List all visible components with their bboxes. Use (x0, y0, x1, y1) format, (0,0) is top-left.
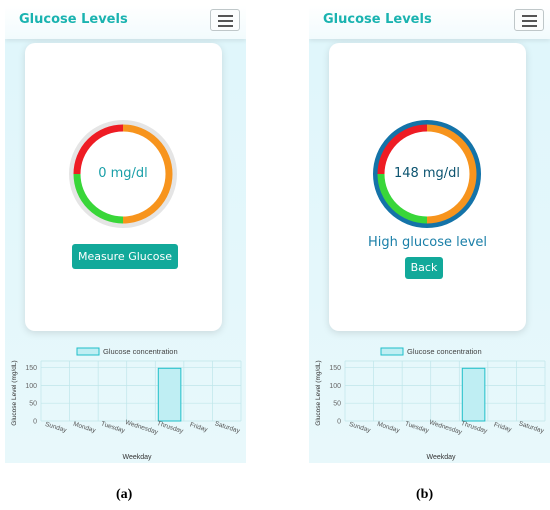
y-tick-label: 50 (333, 401, 341, 408)
measurement-card: 0 mg/dl Measure Glucose (25, 43, 222, 331)
gauge-ring-icon (69, 120, 177, 228)
menu-icon-bar (522, 20, 537, 22)
app-header: Glucose Levels (5, 5, 246, 39)
back-button[interactable]: Back (405, 257, 443, 279)
app-title: Glucose Levels (19, 12, 128, 27)
y-tick-label: 100 (25, 383, 37, 390)
figure-caption-b: (b) (416, 487, 434, 502)
x-tick-label: Sunday (44, 421, 68, 435)
y-tick-label: 0 (33, 419, 37, 426)
gauge-value: 0 mg/dl (98, 166, 148, 181)
x-tick-label: Saturday (214, 420, 242, 435)
legend-label: Glucose concentration (407, 347, 482, 356)
menu-icon-bar (218, 25, 233, 27)
y-tick-label: 0 (337, 419, 341, 426)
menu-icon-bar (522, 15, 537, 17)
x-tick-label: Friday (189, 421, 209, 433)
x-tick-label: Tuesday (100, 420, 126, 435)
legend-label: Glucose concentration (103, 347, 178, 356)
menu-icon-bar (522, 25, 537, 27)
x-axis-label: Weekday (122, 454, 152, 461)
glucose-bar-chart: Glucose concentration 0 50 100 150 Sunday Mond… (11, 347, 242, 461)
glucose-status-text: High glucose level (367, 235, 488, 250)
chart-bar (157, 367, 182, 422)
legend-swatch (76, 347, 100, 356)
app-screen-a: Glucose Levels 0 mg/dl Measure Glucose G… (5, 5, 246, 463)
y-axis-label: Glucose Level (mg/dL) (11, 360, 18, 425)
x-tick-label: Tuesday (404, 420, 430, 435)
glucose-chart: Glucose concentration 0 50 100 150 Sunday Mond… (309, 343, 550, 463)
x-tick-label: Wednesday (124, 419, 159, 436)
measure-glucose-button[interactable]: Measure Glucose (72, 244, 178, 269)
glucose-bar-chart: Glucose concentration 0 50 100 150 Sunday Mond… (315, 347, 546, 461)
gauge-ring-icon (373, 120, 481, 228)
x-tick-label: Monday (376, 421, 401, 435)
glucose-gauge: 0 mg/dl (69, 120, 177, 228)
figure-caption-a: (a) (116, 487, 133, 502)
hamburger-menu-button[interactable] (210, 9, 240, 31)
y-tick-label: 150 (329, 365, 341, 372)
hamburger-menu-button[interactable] (514, 9, 544, 31)
x-tick-label: Monday (72, 421, 97, 435)
x-tick-label: Thrusday (460, 420, 489, 435)
app-header: Glucose Levels (309, 5, 550, 39)
x-tick-label: Saturday (518, 420, 546, 435)
app-screen-b: Glucose Levels 148 mg/dl High glucose le… (309, 5, 550, 463)
measurement-card: 148 mg/dl High glucose level Back (329, 43, 526, 331)
y-axis-label: Glucose Level (mg/dL) (315, 360, 322, 425)
y-tick-label: 150 (25, 365, 37, 372)
menu-icon-bar (218, 15, 233, 17)
app-title: Glucose Levels (323, 12, 432, 27)
x-tick-label: Sunday (348, 421, 372, 435)
legend-swatch (380, 347, 404, 356)
menu-icon-bar (218, 20, 233, 22)
y-tick-label: 50 (29, 401, 37, 408)
x-axis-label: Weekday (426, 454, 456, 461)
glucose-chart: Glucose concentration 0 50 100 150 Sunday Mond… (5, 343, 246, 463)
chart-bar (461, 367, 486, 422)
glucose-gauge: 148 mg/dl (373, 120, 481, 228)
x-tick-label: Wednesday (428, 419, 463, 436)
x-tick-label: Thrusday (156, 420, 185, 435)
x-tick-label: Friday (493, 421, 513, 433)
y-tick-label: 100 (329, 383, 341, 390)
gauge-value: 148 mg/dl (393, 166, 461, 181)
